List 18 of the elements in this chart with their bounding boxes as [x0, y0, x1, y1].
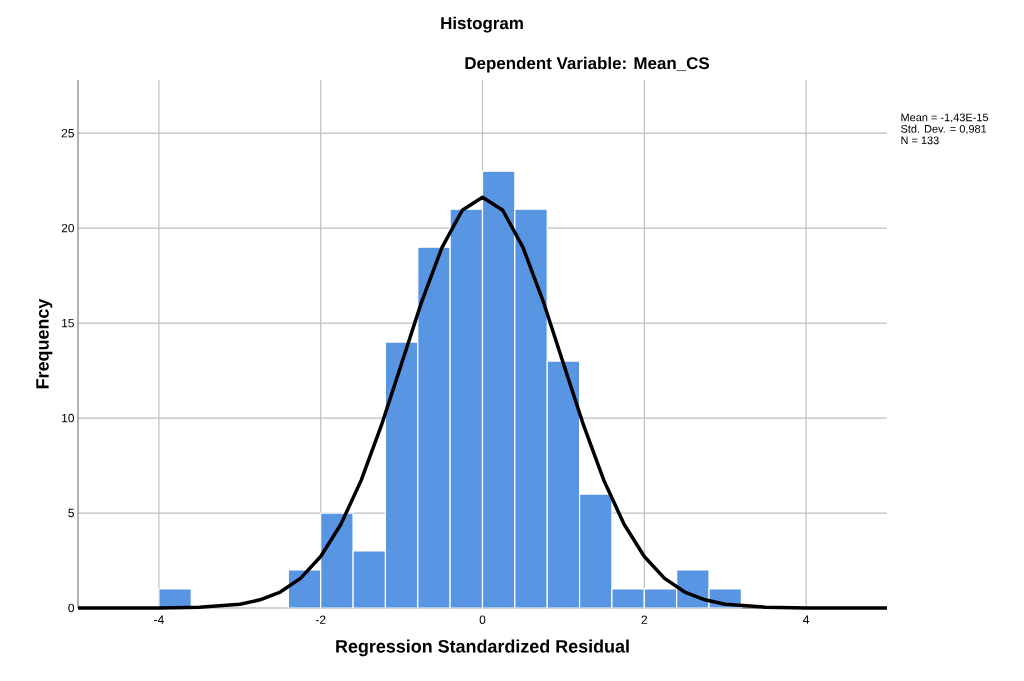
x-tick-label: 4 [803, 615, 810, 624]
y-tick-label: 5 [68, 508, 74, 518]
y-tick-label: 0 [68, 603, 75, 613]
y-tick-label: 25 [61, 128, 74, 138]
text: N = 133 [901, 136, 939, 145]
x-tick-label: -2 [315, 615, 326, 624]
x-tick-label: 2 [641, 615, 648, 624]
x-tick-label: 0 [479, 615, 486, 624]
y-tick-label: 15 [62, 318, 74, 328]
x-axis-title: Regression Standardized Residual [336, 639, 629, 657]
y-axis-title: Frequency [36, 298, 53, 389]
y-tick-label: 20 [61, 223, 75, 233]
chart-title: Histogram [441, 16, 523, 33]
x-tick-label: -4 [154, 615, 164, 624]
chart-subtitle: Dependent Variable: Mean_CS [465, 56, 710, 73]
text: Std. Dev. = 0,981 [901, 124, 987, 135]
y-tick-label: 10 [62, 413, 75, 423]
text: Mean = -1,43E-15 [901, 113, 989, 123]
